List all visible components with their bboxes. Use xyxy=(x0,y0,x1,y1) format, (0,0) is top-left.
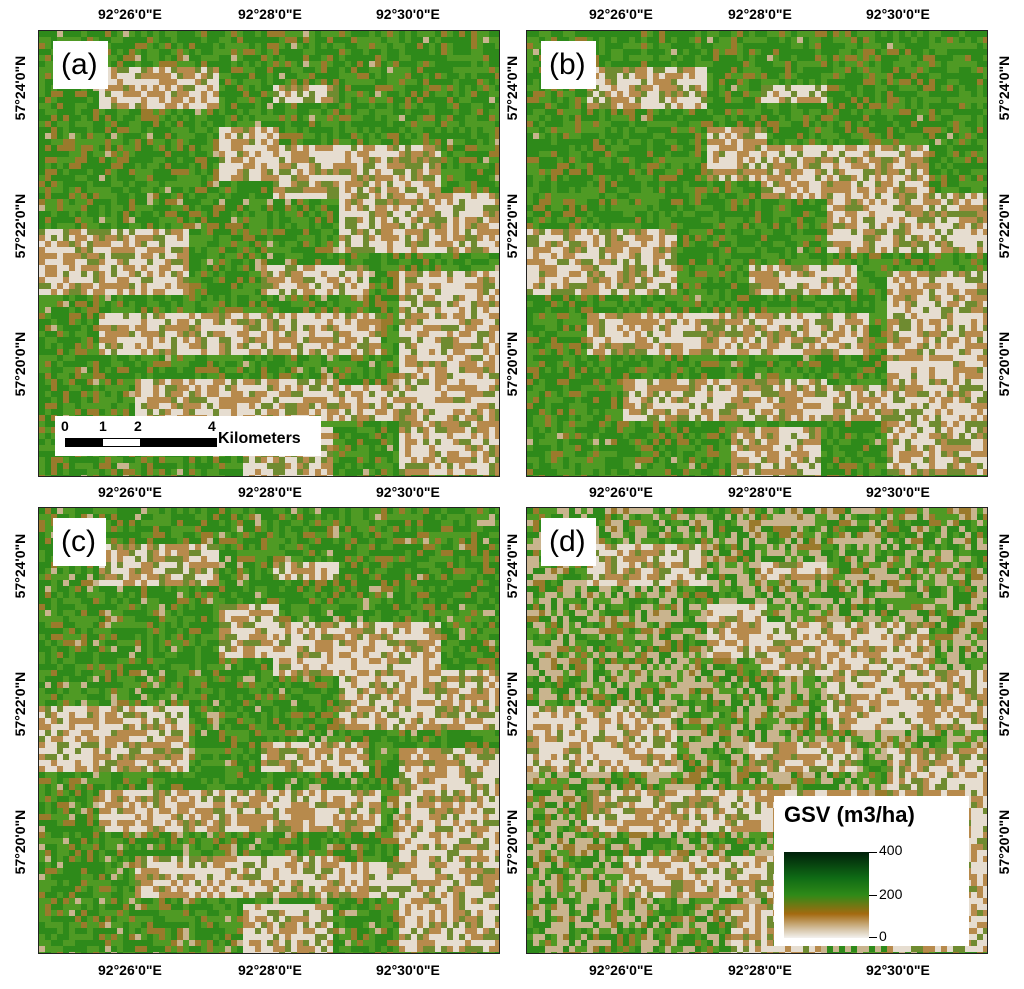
map-panel-d: (d) GSV (m3/ha) 400 200 0 xyxy=(526,507,988,954)
map-panel-c: (c) xyxy=(38,507,500,954)
lon-tick: 92°28'0"E xyxy=(238,6,302,22)
lat-tick: 57°24'0"N xyxy=(504,521,520,611)
legend-color-ramp xyxy=(784,852,869,938)
legend-title: GSV (m3/ha) xyxy=(784,802,915,828)
scale-tick-0: 0 xyxy=(61,418,69,434)
lon-tick: 92°28'0"E xyxy=(728,484,792,500)
lon-tick: 92°30'0"E xyxy=(376,962,440,978)
lon-tick: 92°26'0"E xyxy=(589,962,653,978)
gsv-raster-c xyxy=(39,508,499,953)
lat-tick: 57°24'0"N xyxy=(12,521,28,611)
lat-tick: 57°24'0"N xyxy=(996,43,1012,133)
panel-label: (a) xyxy=(53,41,108,89)
scale-bar-graphic xyxy=(65,438,217,447)
map-panel-b: (b) xyxy=(526,30,988,477)
lon-tick: 92°26'0"E xyxy=(98,6,162,22)
lon-tick: 92°26'0"E xyxy=(98,484,162,500)
lat-tick: 57°20'0"N xyxy=(996,797,1012,887)
lon-tick: 92°26'0"E xyxy=(98,962,162,978)
legend-max: 400 xyxy=(879,842,902,858)
lat-tick: 57°22'0"N xyxy=(12,659,28,749)
lon-tick: 92°26'0"E xyxy=(589,484,653,500)
scale-tick-4: 4 xyxy=(208,418,216,434)
map-panel-a: (a) 0 1 2 4 Kilometers xyxy=(38,30,500,477)
scale-unit: Kilometers xyxy=(218,430,301,448)
lat-tick: 57°22'0"N xyxy=(12,181,28,271)
lon-tick: 92°30'0"E xyxy=(866,6,930,22)
lon-tick: 92°28'0"E xyxy=(238,962,302,978)
lon-tick: 92°28'0"E xyxy=(728,6,792,22)
lat-tick: 57°22'0"N xyxy=(504,659,520,749)
lat-tick: 57°20'0"N xyxy=(996,319,1012,409)
lat-tick: 57°22'0"N xyxy=(996,181,1012,271)
scale-tick-2: 2 xyxy=(134,418,142,434)
gsv-legend: GSV (m3/ha) 400 200 0 xyxy=(774,796,969,946)
lat-tick: 57°24'0"N xyxy=(504,43,520,133)
lon-tick: 92°28'0"E xyxy=(238,484,302,500)
lat-tick: 57°24'0"N xyxy=(996,521,1012,611)
legend-min: 0 xyxy=(879,928,887,944)
lon-tick: 92°26'0"E xyxy=(589,6,653,22)
legend-mid: 200 xyxy=(879,886,902,902)
scale-bar: 0 1 2 4 Kilometers xyxy=(55,416,321,456)
lat-tick: 57°20'0"N xyxy=(504,797,520,887)
gsv-raster-b xyxy=(527,31,987,476)
lat-tick: 57°20'0"N xyxy=(12,319,28,409)
lat-tick: 57°22'0"N xyxy=(996,659,1012,749)
lon-tick: 92°30'0"E xyxy=(376,484,440,500)
gsv-raster-a xyxy=(39,31,499,476)
lon-tick: 92°30'0"E xyxy=(376,6,440,22)
lat-tick: 57°20'0"N xyxy=(504,319,520,409)
panel-label: (c) xyxy=(53,518,106,566)
scale-tick-1: 1 xyxy=(99,418,107,434)
lon-tick: 92°28'0"E xyxy=(728,962,792,978)
lon-tick: 92°30'0"E xyxy=(866,962,930,978)
lat-tick: 57°22'0"N xyxy=(504,181,520,271)
lat-tick: 57°24'0"N xyxy=(12,43,28,133)
panel-label: (d) xyxy=(541,518,596,566)
panel-label: (b) xyxy=(541,41,596,89)
lon-tick: 92°30'0"E xyxy=(866,484,930,500)
lat-tick: 57°20'0"N xyxy=(12,797,28,887)
